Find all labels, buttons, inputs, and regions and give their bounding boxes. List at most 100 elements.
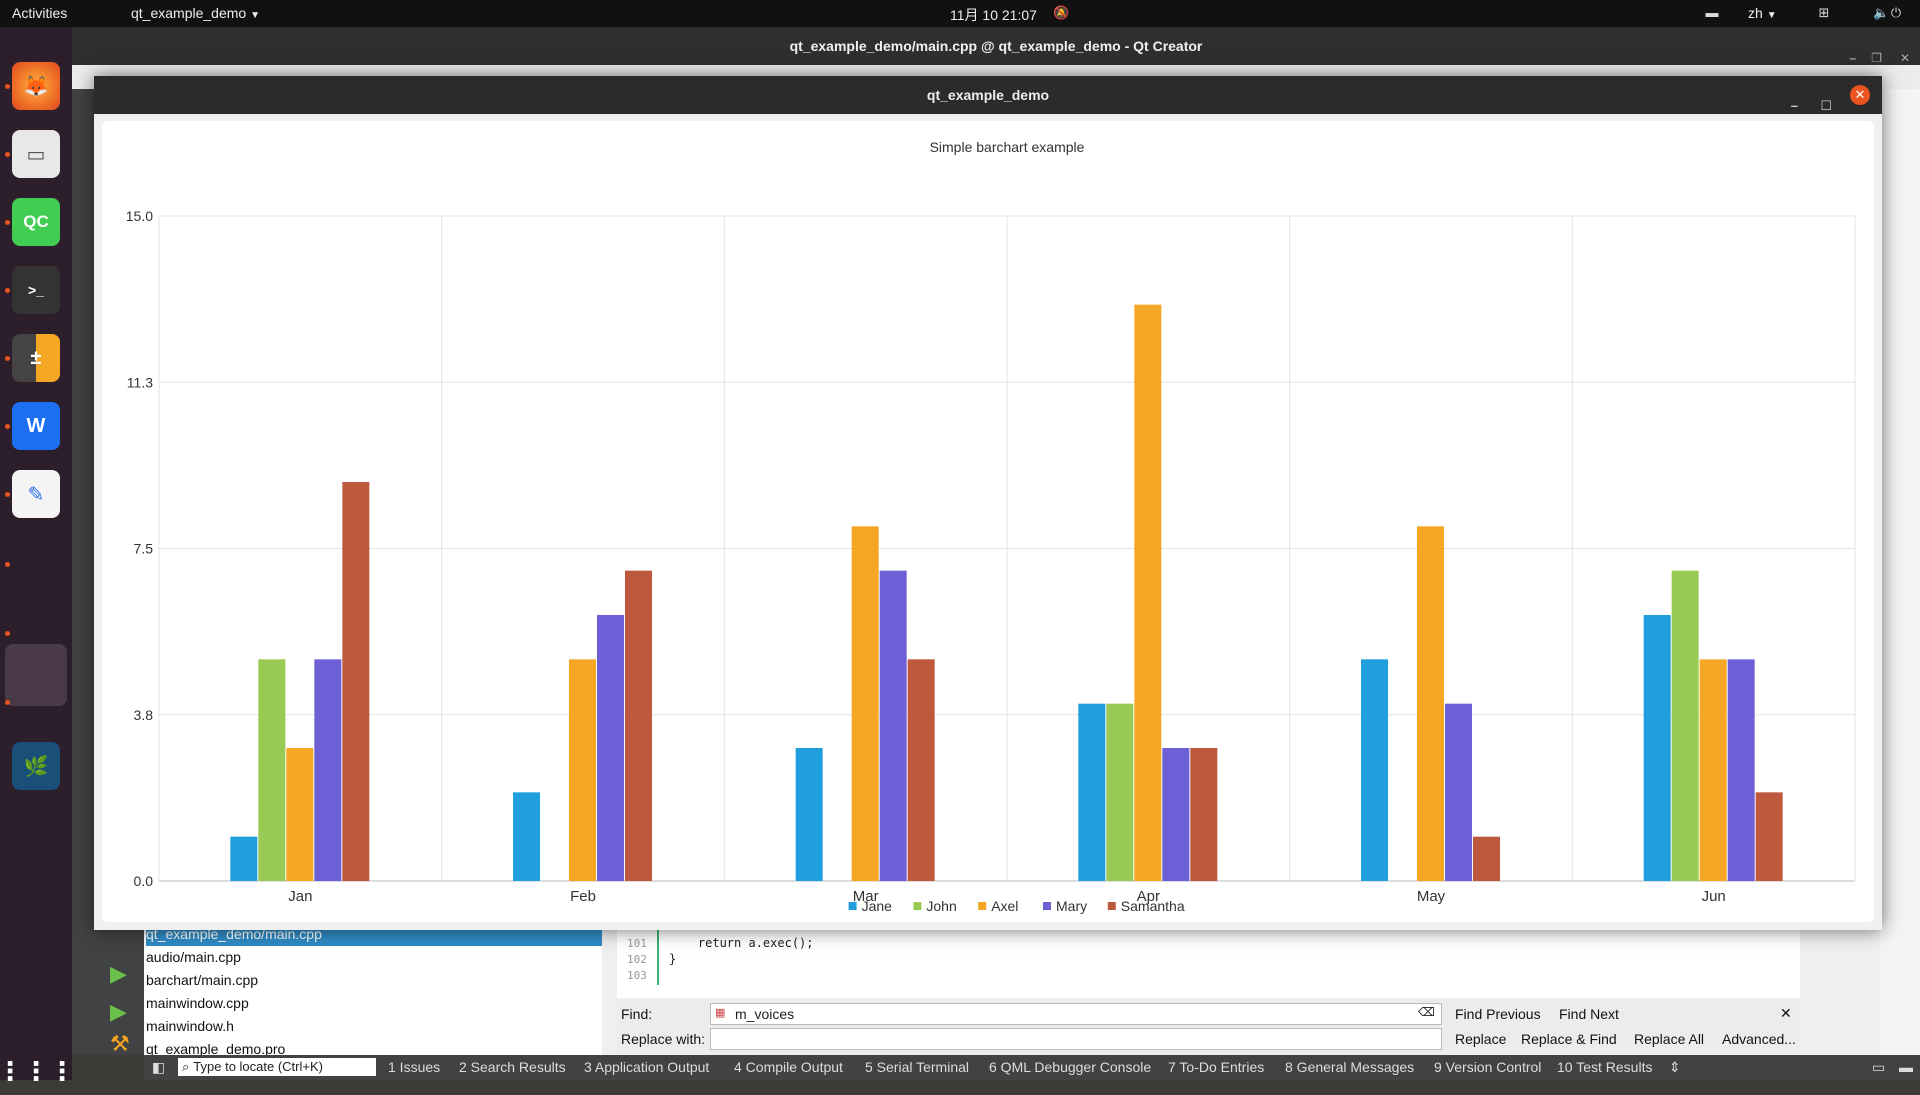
bar-axel-apr: [1134, 304, 1162, 881]
bar-mary-mar: [879, 570, 907, 881]
output-pane-bar: ◧ ⌕ Type to locate (Ctrl+K) 1 Issues 2 Se…: [144, 1055, 1920, 1080]
legend-label-axel: Axel: [991, 898, 1018, 914]
run-controls: ▶ ▶ ⚒: [94, 923, 144, 1056]
debug-run-icon[interactable]: ▶: [110, 999, 127, 1024]
list-item[interactable]: barchart/main.cpp: [146, 972, 259, 988]
find-next-button[interactable]: Find Next: [1559, 1006, 1619, 1022]
replace-find-button[interactable]: Replace & Find: [1521, 1031, 1617, 1047]
legend-label-mary: Mary: [1056, 898, 1087, 914]
search-icon: ⌕: [182, 1059, 190, 1074]
list-item[interactable]: qt_example_demo.pro: [146, 1041, 286, 1057]
chevron-down-icon: ▼: [1766, 10, 1777, 21]
bar-jane-may: [1361, 659, 1388, 881]
minimize-icon[interactable]: –: [1790, 98, 1798, 113]
app-menu[interactable]: qt_example_demo ▼: [131, 5, 260, 21]
close-find-icon[interactable]: ✕: [1780, 1005, 1792, 1021]
bar-jane-feb: [513, 792, 540, 881]
bar-mary-apr: [1162, 748, 1190, 881]
bar-samantha-mar: [907, 659, 935, 881]
wps-office-icon[interactable]: W: [12, 402, 60, 450]
x-tick-label: May: [1417, 888, 1446, 905]
tab-application-output[interactable]: 3 Application Output: [584, 1059, 710, 1075]
language-indicator[interactable]: zh ▼: [1748, 5, 1777, 21]
qt-creator-icon[interactable]: QC: [12, 198, 60, 246]
more-tabs-icon[interactable]: ⇕: [1669, 1059, 1681, 1075]
toggle-sidebar-icon[interactable]: ◧: [152, 1059, 166, 1075]
firefox-icon[interactable]: 🦊: [12, 62, 60, 110]
bar-samantha-apr: [1190, 748, 1218, 881]
running-indicator: [5, 356, 10, 361]
power-icon[interactable]: ⏻: [1890, 5, 1902, 20]
bar-john-apr: [1106, 703, 1134, 881]
find-previous-button[interactable]: Find Previous: [1455, 1006, 1541, 1022]
find-input[interactable]: ▦ m_voices ⌫: [710, 1003, 1442, 1025]
replace-button[interactable]: Replace: [1455, 1031, 1507, 1047]
bar-samantha-jun: [1755, 792, 1783, 881]
qt-demo-app-icon[interactable]: 🌿: [12, 742, 60, 790]
replace-input[interactable]: [710, 1028, 1442, 1050]
list-item[interactable]: audio/main.cpp: [146, 949, 241, 965]
running-indicator: [5, 152, 10, 157]
legend-swatch-jane: [848, 902, 857, 910]
mode-selector: [72, 89, 94, 1055]
bar-mary-jun: [1727, 659, 1755, 881]
chart-view: Simple barchart example 0.0 3.8 7.5 11.3 15.0…: [102, 121, 1874, 922]
x-tick-label: Jun: [1702, 888, 1726, 905]
changed-lines-marker: [657, 923, 659, 985]
app-menu-label: qt_example_demo: [131, 5, 247, 21]
show-apps-icon[interactable]: ⋮⋮⋮: [0, 1055, 75, 1086]
tab-search-results[interactable]: 2 Search Results: [459, 1059, 566, 1075]
tab-version-control[interactable]: 9 Version Control: [1434, 1059, 1542, 1075]
running-indicator: [5, 562, 10, 567]
replace-all-button[interactable]: Replace All: [1634, 1031, 1705, 1047]
line-number: 101: [627, 937, 647, 950]
tab-compile-output[interactable]: 4 Compile Output: [734, 1059, 843, 1075]
volume-icon[interactable]: 🔈: [1873, 5, 1890, 20]
build-hammer-icon[interactable]: ⚒: [110, 1031, 130, 1056]
tab-serial-terminal[interactable]: 5 Serial Terminal: [865, 1059, 970, 1075]
files-icon[interactable]: ▭: [12, 130, 60, 178]
calculator-icon[interactable]: ±: [12, 334, 60, 382]
tab-test-results[interactable]: 10 Test Results: [1557, 1059, 1653, 1075]
output-toggle-icon[interactable]: ▬: [1899, 1059, 1913, 1075]
activities-button[interactable]: Activities: [12, 5, 68, 21]
tab-issues[interactable]: 1 Issues: [388, 1059, 441, 1075]
close-icon[interactable]: ✕: [1850, 85, 1870, 105]
find-bar: Find: ▦ m_voices ⌫ Find Previous Find Ne…: [617, 1000, 1800, 1055]
advanced-button[interactable]: Advanced...: [1722, 1031, 1796, 1047]
x-tick-label: Mar: [853, 888, 879, 905]
tab-qml-debugger-console[interactable]: 6 QML Debugger Console: [989, 1059, 1152, 1075]
tab-todo-entries[interactable]: 7 To-Do Entries: [1168, 1059, 1265, 1075]
chart-window-titlebar: qt_example_demo – ☐ ✕: [94, 76, 1882, 114]
code-line: return a.exec();: [669, 936, 814, 950]
bar-john-jan: [258, 659, 286, 881]
locator-input[interactable]: ⌕ Type to locate (Ctrl+K): [178, 1058, 376, 1076]
chart-window: qt_example_demo – ☐ ✕ Simple barchart ex…: [94, 76, 1882, 930]
active-app-tile[interactable]: [5, 644, 67, 706]
line-number: 103: [627, 969, 647, 982]
qt-creator-title: qt_example_demo/main.cpp @ qt_example_de…: [789, 38, 1203, 54]
minimize-icon[interactable]: –: [1849, 51, 1856, 65]
tab-general-messages[interactable]: 8 General Messages: [1285, 1059, 1415, 1075]
locator-placeholder: Type to locate (Ctrl+K): [193, 1059, 323, 1074]
bar-axel-feb: [569, 659, 596, 881]
run-icon[interactable]: ▶: [110, 961, 127, 986]
keyboard-icon[interactable]: ▬: [1705, 5, 1719, 20]
code-editor[interactable]: 101 return a.exec(); 102 } 103: [617, 923, 1800, 998]
regex-icon[interactable]: ▦: [715, 1007, 726, 1019]
network-icon[interactable]: ⊞: [1818, 5, 1830, 20]
terminal-icon[interactable]: >_: [12, 266, 60, 314]
clear-icon[interactable]: ⌫: [1418, 1005, 1435, 1019]
text-editor-icon[interactable]: ✎: [12, 470, 60, 518]
restore-icon[interactable]: ❐: [1871, 51, 1882, 65]
bar-jane-jun: [1643, 615, 1671, 881]
bar-chart: Simple barchart example 0.0 3.8 7.5 11.3 15.0…: [126, 139, 1856, 914]
list-item[interactable]: mainwindow.h: [146, 1018, 234, 1034]
legend-label-jane: Jane: [862, 898, 893, 914]
maximize-icon[interactable]: ☐: [1820, 98, 1832, 113]
list-item[interactable]: mainwindow.cpp: [146, 995, 249, 1011]
progress-icon[interactable]: ▭: [1872, 1059, 1886, 1075]
clock[interactable]: 11月 10 21:07: [950, 7, 1037, 23]
close-icon[interactable]: ✕: [1899, 51, 1910, 65]
running-indicator: [5, 84, 10, 89]
